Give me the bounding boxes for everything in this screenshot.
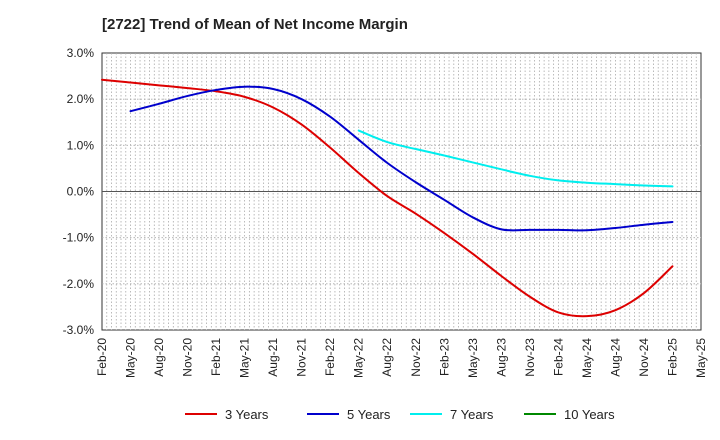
x-tick-label: May-22 <box>352 338 366 378</box>
x-tick-label: Aug-20 <box>152 338 166 377</box>
y-axis-ticks: 3.0% 2.0% 1.0% 0.0% -1.0% -2.0% -3.0% <box>63 46 95 337</box>
y-tick-label: 1.0% <box>67 138 95 152</box>
x-tick-label: May-20 <box>124 338 138 378</box>
x-tick-label: Nov-20 <box>181 338 195 377</box>
chart-title: [2722] Trend of Mean of Net Income Margi… <box>102 16 408 33</box>
legend-label: 5 Years <box>347 407 391 422</box>
legend-label: 10 Years <box>564 407 615 422</box>
x-tick-label: May-25 <box>694 338 708 378</box>
x-tick-label: Nov-23 <box>523 338 537 377</box>
x-axis-ticks: Feb-20 May-20 Aug-20 Nov-20 Feb-21 May-21 Aug-… <box>95 338 708 378</box>
x-tick-label: Feb-21 <box>209 338 223 376</box>
series-line-5-years <box>129 85 674 232</box>
legend-label: 7 Years <box>450 407 494 422</box>
y-tick-label: 3.0% <box>67 46 95 60</box>
x-tick-label: Aug-24 <box>608 338 622 377</box>
x-tick-label: Feb-22 <box>323 338 337 376</box>
x-tick-label: Aug-23 <box>494 338 508 377</box>
x-tick-label: May-23 <box>466 338 480 378</box>
x-tick-label: Feb-20 <box>95 338 109 376</box>
legend: 3 Years 5 Years 7 Years 10 Years <box>185 407 615 422</box>
y-tick-label: -3.0% <box>63 323 95 337</box>
x-tick-label: Nov-22 <box>409 338 423 377</box>
x-tick-label: Nov-24 <box>637 338 651 377</box>
y-tick-label: -2.0% <box>63 277 95 291</box>
x-tick-label: Feb-24 <box>551 338 565 376</box>
x-tick-label: Aug-22 <box>380 338 394 377</box>
x-tick-label: Aug-21 <box>266 338 280 377</box>
series-line-3-years <box>101 78 674 318</box>
grid-lines <box>102 53 701 330</box>
y-tick-label: 0.0% <box>67 185 95 199</box>
series-line-7-years <box>357 129 674 188</box>
y-tick-label: 2.0% <box>67 92 95 106</box>
y-tick-label: -1.0% <box>63 231 95 245</box>
x-tick-label: Nov-21 <box>295 338 309 377</box>
x-tick-label: Feb-25 <box>665 338 679 376</box>
x-tick-label: May-21 <box>238 338 252 378</box>
legend-label: 3 Years <box>225 407 269 422</box>
series-lines <box>101 78 674 318</box>
x-tick-label: May-24 <box>580 338 594 378</box>
x-tick-label: Feb-23 <box>437 338 451 376</box>
